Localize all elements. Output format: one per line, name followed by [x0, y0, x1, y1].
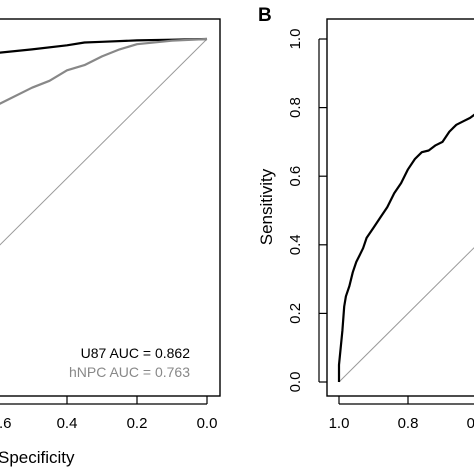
panel-b-y-tick-label: 0.6 [287, 166, 304, 187]
panel-b-y-tick-label: 0.0 [287, 372, 304, 393]
panel-b-y-tick-label: 0.4 [287, 234, 304, 255]
panel-b-letter: B [258, 5, 272, 26]
panel-b-y-tick-label: 1.0 [287, 29, 304, 50]
panel-a-diagonal-reference [0, 38, 208, 246]
panel-b-x-tick-label: 1.0 [329, 415, 350, 432]
panel-a: .6 0.4 0.2 0.0 U87 AUC = 0.862 hNPC AUC = 0… [0, 18, 221, 467]
panel-a-series-u87-line [0, 37, 208, 54]
panel-b-diagonal-reference [338, 247, 474, 383]
panel-a-legend-entry: U87 AUC = 0.862 [81, 345, 191, 361]
panel-b-x-tick-label: 0.8 [398, 415, 419, 432]
panel-a-x-tick-label: .6 [0, 415, 12, 432]
panel-a-series-hnpc-line [0, 37, 208, 105]
panel-a-x-tick-label: 0.4 [57, 415, 78, 432]
panel-a-x-axis-title: Specificity [0, 448, 75, 467]
panel-a-plot-frame [0, 18, 221, 397]
panel-b-y-axis-title: Sensitivity [257, 168, 276, 245]
panel-a-x-tick-label: 0.2 [127, 415, 148, 432]
panel-a-legend-entry: hNPC AUC = 0.763 [69, 364, 190, 380]
panel-b-x-tick-label: 0.6 [467, 415, 474, 432]
panel-b-y-tick-label: 0.2 [287, 303, 304, 324]
panel-b-plot-frame [326, 18, 474, 397]
panel-b-roc-line [337, 113, 474, 382]
panel-b-y-tick-label: 0.8 [287, 97, 304, 118]
panel-a-x-tick-label: 0.0 [197, 415, 218, 432]
panel-b: B 0.0 0.2 0.4 0.6 0.8 1.0 1.0 0.8 0.6 Sensitivit… [257, 5, 474, 432]
